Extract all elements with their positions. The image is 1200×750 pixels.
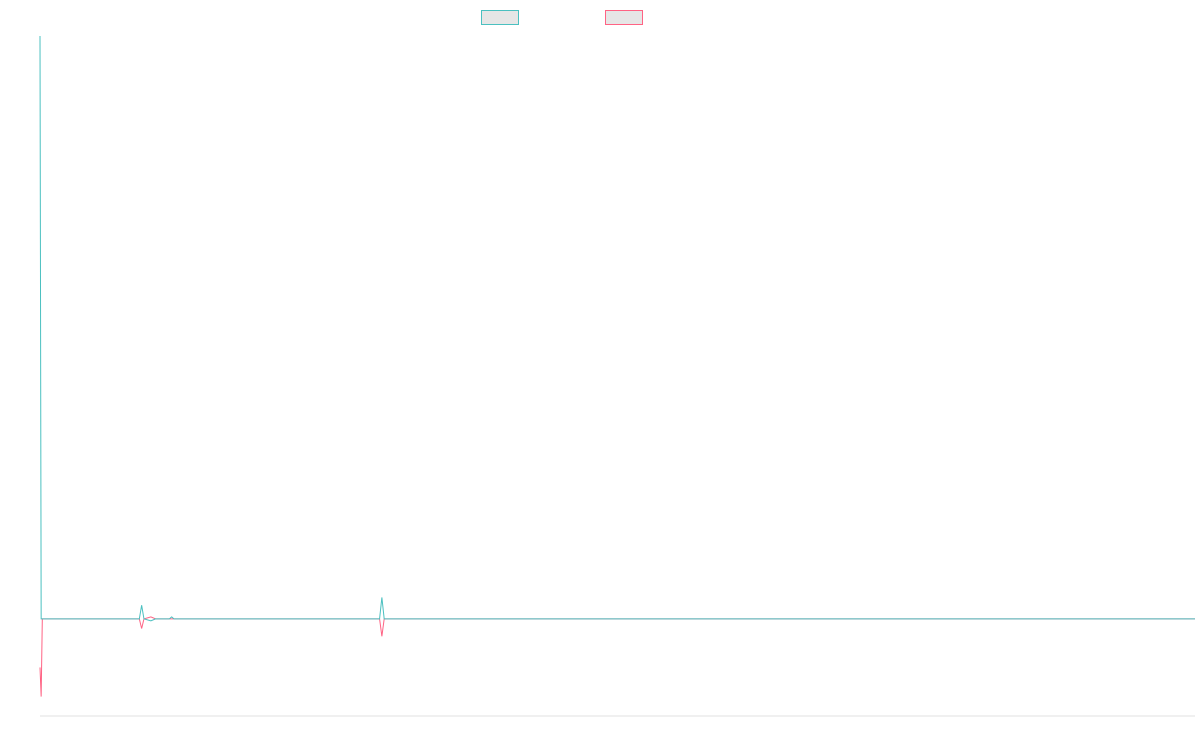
legend-swatch-series-2[interactable] [605, 10, 643, 25]
legend-swatch-series-1[interactable] [481, 10, 519, 25]
series-layer [39, 35, 1195, 697]
chart-legend [0, 0, 1200, 36]
series-line-2[interactable] [39, 616, 1195, 697]
series-line-1[interactable] [39, 35, 1195, 622]
